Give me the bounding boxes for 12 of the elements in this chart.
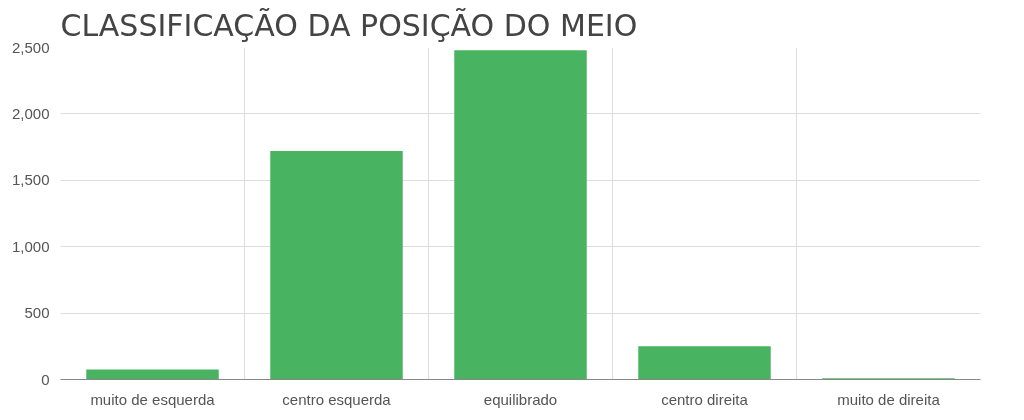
x-tick-label: muito de esquerda — [90, 390, 216, 408]
y-tick-label: 1,000 — [11, 237, 50, 255]
y-tick-label: 0 — [41, 370, 50, 388]
x-tick-label: centro esquerda — [282, 390, 392, 408]
chart-title: CLASSIFICAÇÃO DA POSIÇÃO DO MEIO — [60, 7, 638, 43]
x-tick-label: muito de direita — [837, 390, 941, 408]
y-tick-label: 500 — [24, 304, 50, 322]
x-tick-label: centro direita — [661, 390, 749, 408]
x-tick-label: equilibrado — [483, 390, 558, 408]
y-tick-label: 2,000 — [11, 104, 50, 122]
y-tick-label: 2,500 — [11, 38, 50, 56]
y-tick-label: 1,500 — [11, 171, 50, 189]
